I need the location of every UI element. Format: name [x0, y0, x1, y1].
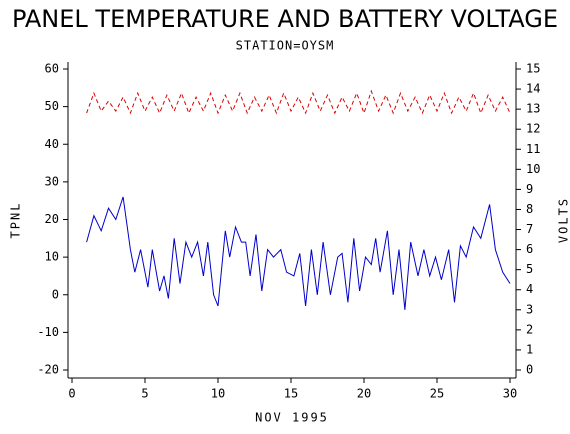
y2-tick-label: 8: [526, 202, 533, 216]
line-series: [87, 197, 510, 310]
y-axis-label: TPNL: [9, 202, 23, 239]
x-tick-label: 10: [211, 387, 225, 401]
y-tick-label: 20: [45, 212, 59, 226]
y2-axis-label: VOLTS: [557, 197, 570, 243]
y2-tick-label: 13: [526, 102, 540, 116]
chart-subtitle: STATION=OYSM: [236, 39, 335, 53]
x-tick-label: 15: [284, 387, 298, 401]
y-tick-label: 30: [45, 174, 59, 188]
y2-tick-label: 11: [526, 142, 540, 156]
x-tick-label: 30: [503, 387, 517, 401]
x-tick-label: 5: [141, 387, 148, 401]
y-tick-label: 40: [45, 137, 59, 151]
y2-tick-label: 15: [526, 62, 540, 76]
y2-tick-label: 2: [526, 322, 533, 336]
y-tick-label: 60: [45, 62, 59, 76]
y2-tick-label: 9: [526, 182, 533, 196]
x-tick-label: 25: [430, 387, 444, 401]
y-tick-label: -10: [37, 325, 59, 339]
y2-tick-label: 5: [526, 262, 533, 276]
y2-tick-label: 4: [526, 282, 533, 296]
y2-tick-label: 3: [526, 302, 533, 316]
y2-tick-label: 0: [526, 363, 533, 377]
y-tick-label: 50: [45, 99, 59, 113]
y2-tick-label: 12: [526, 122, 540, 136]
line-series: [87, 91, 510, 113]
chart-title: PANEL TEMPERATURE AND BATTERY VOLTAGE: [12, 5, 558, 33]
y2-tick-label: 14: [526, 82, 540, 96]
y2-tick-label: 10: [526, 162, 540, 176]
y2-tick-label: 6: [526, 242, 533, 256]
x-tick-label: 20: [357, 387, 371, 401]
y2-tick-label: 7: [526, 222, 533, 236]
x-tick-label: 0: [68, 387, 75, 401]
y2-tick-label: 1: [526, 342, 533, 356]
y-tick-label: 10: [45, 250, 59, 264]
y-tick-label: -20: [37, 363, 59, 377]
y-tick-label: 0: [52, 287, 59, 301]
x-axis-label: NOV 1995: [255, 411, 329, 425]
